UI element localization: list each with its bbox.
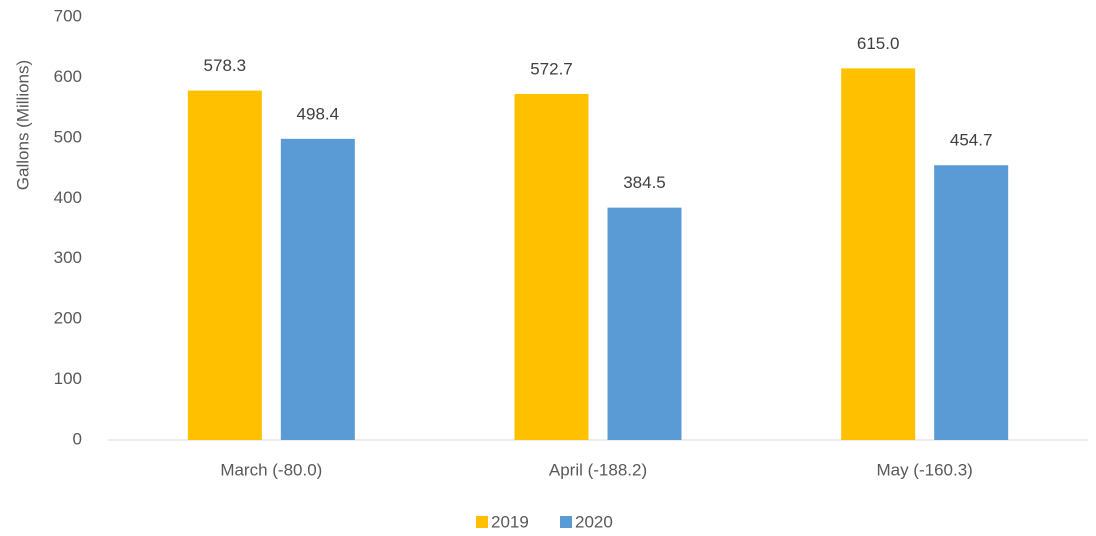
x-tick-label: April (-188.2) (549, 460, 647, 479)
value-label: 615.0 (857, 34, 900, 53)
legend-label: 2019 (491, 512, 529, 531)
value-label: 578.3 (204, 56, 247, 75)
value-label: 572.7 (530, 59, 573, 78)
y-tick-label: 100 (54, 369, 82, 388)
legend-swatch (476, 516, 488, 528)
bar (187, 90, 262, 441)
value-label: 498.4 (297, 104, 340, 123)
bar (514, 93, 589, 440)
value-label: 384.5 (623, 173, 666, 192)
value-label: 454.7 (950, 131, 993, 150)
y-tick-label: 0 (73, 429, 82, 448)
bar (280, 138, 355, 440)
y-tick-label: 400 (54, 188, 82, 207)
y-tick-label: 200 (54, 309, 82, 328)
legend-label: 2020 (575, 512, 613, 531)
y-tick-label: 700 (54, 6, 82, 25)
y-axis-label: Gallons (Millions) (13, 60, 32, 190)
x-tick-label: March (-80.0) (220, 460, 322, 479)
bar (934, 165, 1009, 440)
y-tick-label: 500 (54, 127, 82, 146)
y-tick-label: 600 (54, 67, 82, 86)
legend-swatch (560, 516, 572, 528)
x-tick-label: May (-160.3) (876, 460, 972, 479)
y-tick-label: 300 (54, 248, 82, 267)
bar (841, 68, 916, 440)
bar (607, 207, 682, 440)
